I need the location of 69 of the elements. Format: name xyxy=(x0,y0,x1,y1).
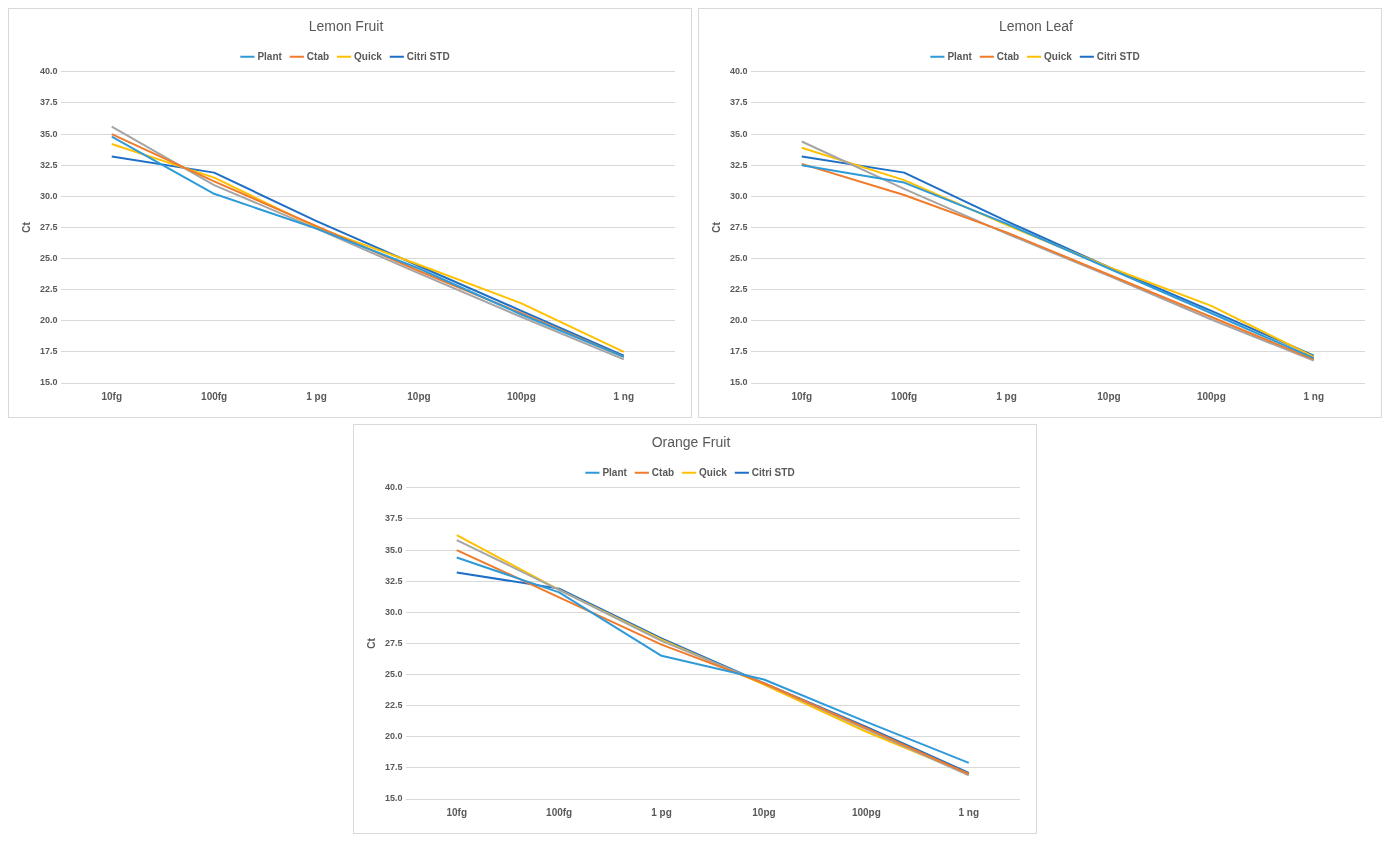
x-tick-label: 10fg xyxy=(791,390,812,402)
y-tick-label: 35.0 xyxy=(384,544,403,555)
y-axis-title: Ct xyxy=(20,221,32,233)
legend-label: Citri STD xyxy=(751,466,795,478)
legend-label: Citri STD xyxy=(406,50,450,62)
legend-label: Quick xyxy=(354,50,383,62)
y-tick-label: 35.0 xyxy=(39,128,58,139)
x-tick-label: 10pg xyxy=(752,806,776,818)
x-tick-label: 10pg xyxy=(407,390,431,402)
x-tick-label: 1 ng xyxy=(1303,390,1325,402)
legend-label: Plant xyxy=(602,466,628,478)
legend-label: Ctab xyxy=(306,50,330,62)
x-tick-label: 100pg xyxy=(506,390,536,402)
y-axis-title: Ct xyxy=(365,637,377,649)
y-tick-label: 37.5 xyxy=(39,97,58,108)
x-tick-label: 1 pg xyxy=(651,806,672,818)
legend-label: Ctab xyxy=(651,466,675,478)
y-tick-label: 25.0 xyxy=(384,669,403,679)
x-tick-label: 100fg xyxy=(891,390,918,402)
legend-label: Quick xyxy=(1044,50,1073,62)
y-tick-label: 40.0 xyxy=(384,482,403,493)
y-tick-label: 40.0 xyxy=(39,66,58,77)
y-tick-label: 30.0 xyxy=(39,190,58,201)
y-tick-label: 32.5 xyxy=(729,159,748,170)
y-tick-label: 27.5 xyxy=(384,637,403,648)
x-tick-label: 10pg xyxy=(1097,390,1121,402)
y-tick-label: 22.5 xyxy=(729,284,748,295)
y-tick-label: 37.5 xyxy=(384,513,403,524)
x-tick-label: 10fg xyxy=(101,390,122,402)
y-tick-label: 30.0 xyxy=(729,190,748,201)
x-tick-label: 1 ng xyxy=(958,806,980,818)
x-tick-label: 100pg xyxy=(851,806,881,818)
x-tick-label: 100fg xyxy=(201,390,228,402)
y-tick-label: 27.5 xyxy=(729,221,748,232)
y-tick-label: 20.0 xyxy=(39,315,58,326)
chart-title: Orange Fruit xyxy=(651,434,731,451)
y-tick-label: 15.0 xyxy=(39,377,58,388)
y-tick-label: 17.5 xyxy=(39,346,58,357)
legend-label: Plant xyxy=(947,50,973,62)
y-tick-label: 22.5 xyxy=(384,700,403,711)
y-axis-title: Ct xyxy=(710,221,722,233)
y-tick-label: 17.5 xyxy=(729,346,748,357)
y-tick-label: 40.0 xyxy=(729,66,748,77)
y-tick-label: 35.0 xyxy=(729,128,748,139)
y-tick-label: 25.0 xyxy=(39,253,58,263)
x-tick-label: 100pg xyxy=(1196,390,1226,402)
y-tick-label: 32.5 xyxy=(384,575,403,586)
legend-label: Quick xyxy=(699,466,728,478)
y-tick-label: 30.0 xyxy=(384,606,403,617)
x-tick-label: 1 ng xyxy=(613,390,635,402)
y-tick-label: 17.5 xyxy=(384,762,403,773)
y-tick-label: 25.0 xyxy=(729,253,748,263)
y-tick-label: 27.5 xyxy=(39,221,58,232)
chart-title: Lemon Fruit xyxy=(308,18,384,35)
legend-label: Ctab xyxy=(996,50,1020,62)
y-tick-label: 20.0 xyxy=(384,731,403,742)
legend-label: Plant xyxy=(257,50,283,62)
x-tick-label: 100fg xyxy=(546,806,573,818)
x-tick-label: 1 pg xyxy=(306,390,327,402)
legend-label: Citri STD xyxy=(1096,50,1140,62)
y-tick-label: 15.0 xyxy=(384,793,403,804)
y-tick-label: 15.0 xyxy=(729,377,748,388)
y-tick-label: 37.5 xyxy=(729,97,748,108)
y-tick-label: 32.5 xyxy=(39,159,58,170)
y-tick-label: 20.0 xyxy=(729,315,748,326)
y-tick-label: 22.5 xyxy=(39,284,58,295)
x-tick-label: 10fg xyxy=(446,806,467,818)
chart-title: Lemon Leaf xyxy=(999,18,1074,35)
x-tick-label: 1 pg xyxy=(996,390,1017,402)
